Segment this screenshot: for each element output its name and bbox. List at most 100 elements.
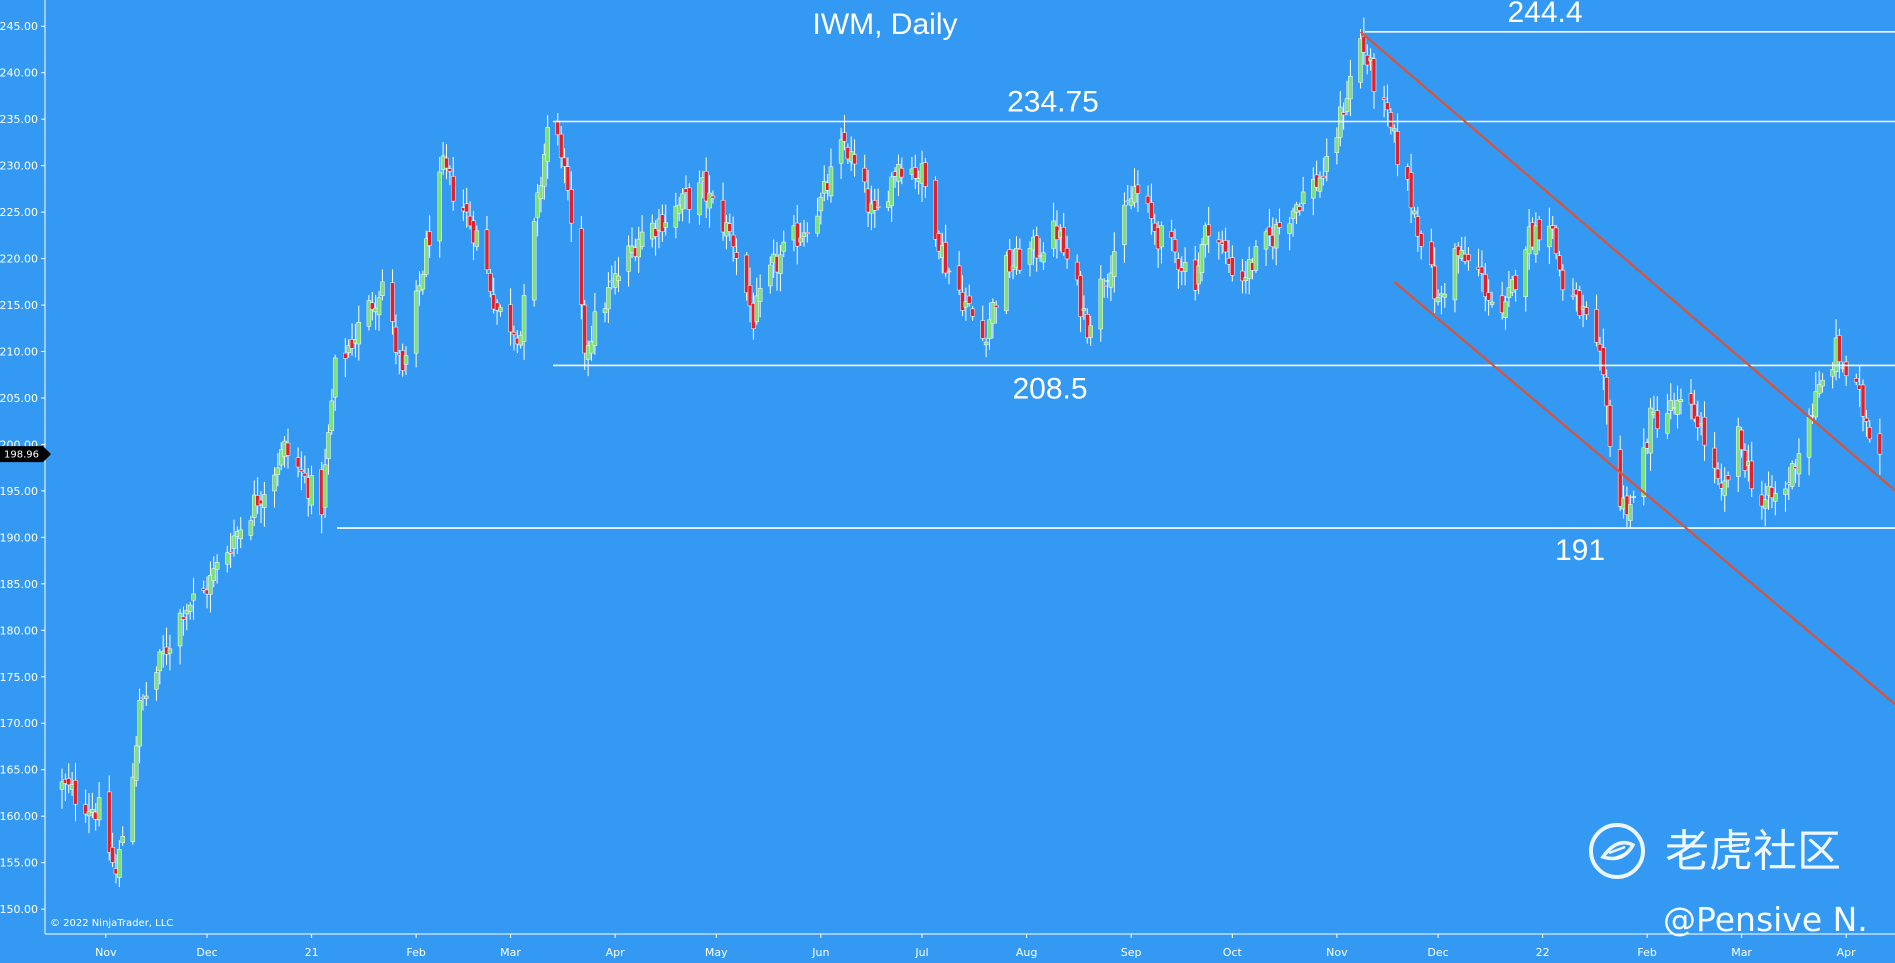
candle-body-down bbox=[1371, 58, 1377, 92]
candle-body-down bbox=[899, 168, 905, 178]
candle bbox=[1536, 215, 1542, 251]
candle bbox=[1216, 231, 1222, 260]
candle-body-up bbox=[59, 781, 65, 790]
candle bbox=[862, 154, 867, 193]
candle bbox=[157, 648, 163, 685]
candle-body-up bbox=[1159, 225, 1164, 248]
candle bbox=[332, 354, 338, 411]
candle-body-down bbox=[805, 232, 810, 234]
candle bbox=[1837, 328, 1842, 379]
candle-body-down bbox=[1169, 231, 1174, 238]
candle bbox=[1489, 291, 1495, 308]
candle bbox=[1550, 215, 1555, 240]
candle bbox=[946, 267, 952, 285]
candle bbox=[636, 226, 641, 273]
candle bbox=[285, 428, 291, 469]
candle-body-down bbox=[1749, 460, 1754, 489]
candle bbox=[390, 269, 395, 335]
x-tick-label: Jun bbox=[811, 946, 829, 959]
candle-body-down bbox=[1479, 266, 1485, 274]
candle bbox=[818, 192, 824, 225]
candle-body-up bbox=[1344, 98, 1350, 112]
candle-body-down bbox=[1149, 202, 1154, 219]
candle bbox=[1816, 370, 1822, 398]
candle-body-up bbox=[1263, 231, 1269, 250]
candle-body-down bbox=[970, 308, 975, 317]
candle-body-up bbox=[1290, 210, 1296, 219]
candle bbox=[1692, 389, 1697, 423]
candle-body-down bbox=[349, 339, 355, 349]
candle-layer bbox=[59, 17, 1883, 888]
candle bbox=[225, 545, 230, 573]
candle-body-up bbox=[211, 568, 217, 581]
candle bbox=[120, 826, 125, 846]
candle bbox=[427, 215, 432, 258]
candle bbox=[1081, 295, 1087, 320]
candle-body-down bbox=[370, 302, 375, 310]
candle bbox=[1584, 301, 1589, 321]
candle-body-down bbox=[1577, 290, 1582, 316]
candle-body-down bbox=[720, 200, 726, 233]
candle-body-down bbox=[967, 295, 972, 304]
level-label: 208.5 bbox=[1012, 372, 1087, 405]
candle-body-down bbox=[1216, 239, 1222, 243]
candle-body-down bbox=[1843, 361, 1849, 376]
candle bbox=[498, 304, 503, 317]
candle bbox=[248, 515, 254, 541]
y-tick-label: 150.00 bbox=[0, 903, 38, 916]
candle-body-up bbox=[1122, 204, 1127, 246]
candle-body-up bbox=[356, 321, 362, 345]
candle bbox=[181, 606, 186, 636]
candle bbox=[1739, 427, 1744, 458]
candle-body-down bbox=[734, 252, 739, 259]
x-tick-label: Apr bbox=[606, 946, 626, 959]
candle-body-up bbox=[1678, 399, 1684, 402]
candle bbox=[865, 169, 871, 227]
candle-body-down bbox=[1513, 275, 1518, 290]
x-tick-label: Mar bbox=[500, 946, 521, 959]
candle-body-up bbox=[278, 449, 284, 466]
x-tick-label: Jul bbox=[914, 946, 928, 959]
candle bbox=[639, 215, 645, 250]
candle bbox=[326, 424, 331, 475]
candle bbox=[1503, 295, 1508, 330]
candle bbox=[450, 156, 456, 211]
candle bbox=[1122, 192, 1127, 263]
candle bbox=[535, 183, 540, 237]
candle-body-up bbox=[798, 237, 803, 243]
candle-body-up bbox=[248, 520, 254, 536]
candle bbox=[1290, 207, 1296, 237]
candle bbox=[1385, 84, 1390, 127]
candle bbox=[1412, 207, 1417, 218]
candle-body-down bbox=[710, 195, 716, 199]
candle bbox=[96, 782, 102, 827]
candle-body-down bbox=[508, 304, 513, 333]
candle bbox=[1324, 138, 1330, 182]
candle bbox=[1344, 80, 1350, 116]
candle bbox=[538, 176, 544, 213]
candle bbox=[768, 256, 773, 294]
candle-body-up bbox=[680, 193, 685, 210]
last-price-badge-shape bbox=[0, 446, 51, 463]
candle bbox=[1820, 373, 1825, 393]
candle bbox=[1088, 316, 1093, 346]
candle bbox=[1479, 250, 1485, 292]
candle bbox=[1078, 270, 1083, 333]
candle-body-down bbox=[1061, 226, 1066, 254]
candle bbox=[1277, 208, 1282, 235]
candle bbox=[1361, 17, 1367, 65]
candle-body-up bbox=[251, 494, 257, 518]
candle-body-down bbox=[1429, 241, 1434, 265]
candle-body-down bbox=[393, 326, 399, 353]
candle bbox=[1547, 207, 1552, 265]
candle-body-up bbox=[1452, 248, 1458, 301]
candle-body-down bbox=[1466, 254, 1471, 261]
candle bbox=[346, 339, 351, 358]
candle-body-down bbox=[1064, 248, 1070, 260]
candle-body-up bbox=[768, 264, 773, 287]
candle-body-up bbox=[184, 610, 190, 615]
candle-body-up bbox=[238, 529, 244, 540]
x-tick-label: Apr bbox=[1837, 946, 1857, 959]
y-tick-label: 165.00 bbox=[0, 764, 38, 777]
